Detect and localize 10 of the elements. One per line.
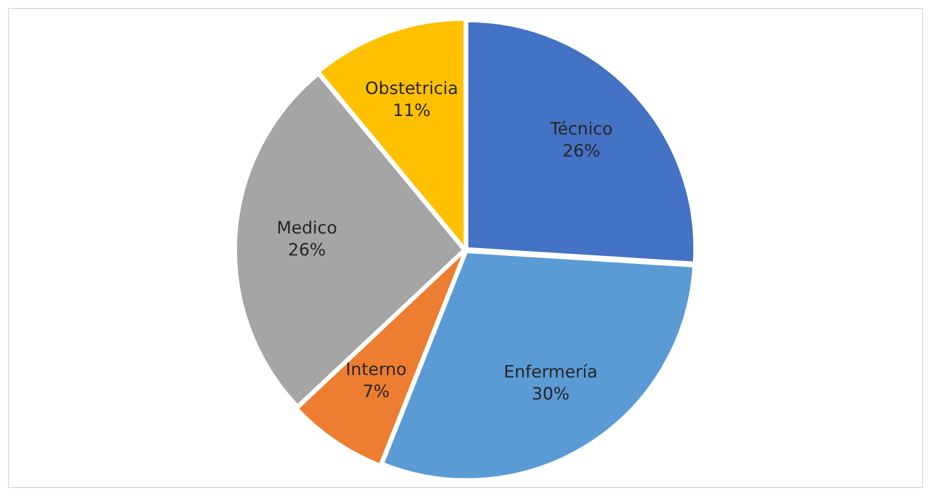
slice-label: Enfermería [504, 362, 598, 383]
slice-label: Obstetricia [365, 78, 458, 99]
data-label: 30% [532, 384, 570, 405]
slice-label: Medico [276, 218, 338, 238]
data-label: 11% [392, 100, 431, 121]
slice-label: Interno [346, 360, 407, 380]
slice-label: Técnico [549, 120, 613, 140]
data-label: 26% [562, 142, 600, 162]
data-label: 7% [362, 382, 390, 402]
data-label: 26% [288, 240, 326, 260]
